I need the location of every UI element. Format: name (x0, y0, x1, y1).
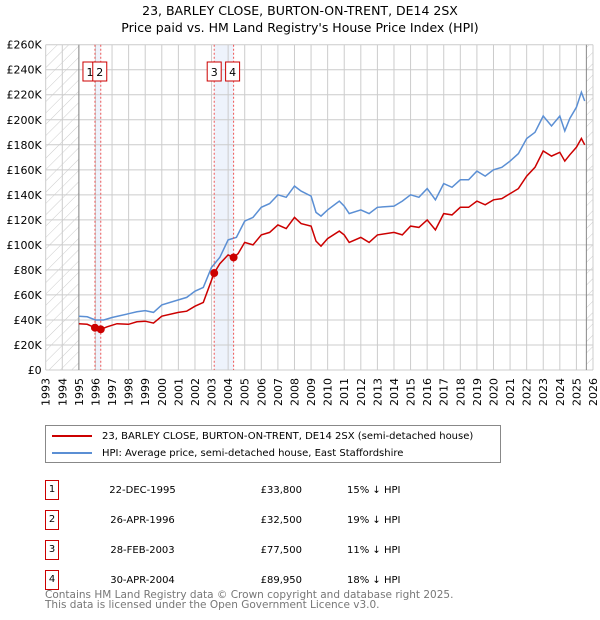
x-tick-label: 2017 (438, 378, 451, 406)
x-tick-label: 1998 (123, 378, 136, 406)
x-tick-label: 2001 (172, 378, 185, 406)
hpi-line (78, 89, 586, 321)
hatch-after-data (586, 44, 593, 370)
legend: 23, BARLEY CLOSE, BURTON-ON-TRENT, DE14 … (45, 425, 501, 463)
y-tick-label: £120K (6, 214, 42, 227)
sale-span-1-2 (94, 44, 101, 370)
sale-number: 2 (45, 510, 59, 530)
sale-span-3-4 (214, 44, 234, 370)
y-tick-label: £160K (6, 164, 42, 177)
legend-label-property: 23, BARLEY CLOSE, BURTON-ON-TRENT, DE14 … (102, 430, 474, 442)
sale-label-number: 2 (96, 66, 103, 79)
footer-licence: This data is licensed under the Open Gov… (45, 599, 380, 611)
x-tick-label: 2026 (587, 378, 600, 406)
sale-price: £32,500 (260, 514, 302, 526)
x-tick-label: 1996 (89, 378, 102, 406)
sale-row: 2 26-APR-1996 £32,500 19% ↓ HPI (45, 505, 400, 535)
y-tick-label: £0 (28, 364, 42, 377)
sale-hpi-diff: 19% ↓ HPI (347, 514, 401, 526)
sale-label-number: 3 (211, 66, 218, 79)
sales-table: 1 22-DEC-1995 £33,800 15% ↓ HPI 2 26-APR-… (45, 475, 400, 595)
footer: Contains HM Land Registry data © Crown c… (45, 589, 454, 611)
x-tick-label: 2010 (322, 378, 335, 406)
x-tick-label: 2003 (206, 378, 219, 406)
sale-hpi-diff: 18% ↓ HPI (347, 574, 401, 586)
sale-row: 1 22-DEC-1995 £33,800 15% ↓ HPI (45, 475, 400, 505)
property-price-line (78, 136, 586, 331)
sale-hpi-diff: 15% ↓ HPI (347, 484, 401, 496)
x-tick-label: 2007 (272, 378, 285, 406)
y-tick-label: £100K (6, 239, 42, 252)
x-tick-label: 2022 (521, 378, 534, 406)
x-tick-label: 2025 (570, 378, 583, 406)
y-tick-label: £80K (13, 264, 42, 277)
blue-line-swatch (52, 452, 92, 454)
sale-label-box (206, 61, 222, 82)
x-tick-label: 1993 (40, 378, 53, 406)
y-tick-label: £60K (13, 289, 42, 302)
price-chart: 1 2 3 4 1993 1994 1995 1996 1997 1998 1999 2000 2001… (6, 39, 600, 406)
sale-label-box (92, 61, 108, 82)
sale-point (229, 253, 238, 262)
x-tick-label: 2024 (554, 378, 567, 406)
x-tick-label: 2009 (305, 378, 318, 406)
y-tick-label: £20K (13, 339, 42, 352)
sale-number: 3 (45, 540, 59, 560)
sale-row: 3 28-FEB-2003 £77,500 11% ↓ HPI (45, 535, 400, 565)
x-tick-label: 1995 (73, 378, 86, 406)
x-tick-label: 1994 (56, 378, 69, 406)
sale-row: 4 30-APR-2004 £89,950 18% ↓ HPI (45, 565, 400, 595)
x-tick-label: 2015 (405, 378, 418, 406)
sale-number: 4 (45, 570, 59, 590)
x-tick-label: 2019 (471, 378, 484, 406)
x-tick-label: 2012 (355, 378, 368, 406)
x-tick-label: 1997 (106, 378, 119, 406)
sale-price: £77,500 (260, 544, 302, 556)
x-tick-label: 2011 (338, 378, 351, 406)
legend-item-property: 23, BARLEY CLOSE, BURTON-ON-TRENT, DE14 … (52, 428, 473, 444)
x-tick-label: 2023 (537, 378, 550, 406)
sale-date: 28-FEB-2003 (110, 544, 175, 556)
sale-hpi-diff: 11% ↓ HPI (347, 544, 401, 556)
footer-copyright: Contains HM Land Registry data © Crown c… (45, 589, 454, 601)
sale-number: 1 (45, 480, 59, 500)
chart-title: 23, BARLEY CLOSE, BURTON-ON-TRENT, DE14 … (0, 2, 600, 36)
y-tick-label: £260K (6, 39, 42, 52)
x-tick-label: 2004 (222, 378, 235, 406)
title-line-2: Price paid vs. HM Land Registry's House … (121, 20, 479, 35)
sale-date: 22-DEC-1995 (109, 484, 176, 496)
y-tick-label: £180K (6, 139, 42, 152)
x-tick-label: 2008 (288, 378, 301, 406)
title-line-1: 23, BARLEY CLOSE, BURTON-ON-TRENT, DE14 … (142, 3, 458, 18)
y-tick-label: £40K (13, 314, 42, 327)
sale-label-box (225, 61, 241, 82)
x-tick-label: 2005 (239, 378, 252, 406)
sale-date: 26-APR-1996 (110, 514, 175, 526)
legend-item-hpi: HPI: Average price, semi-detached house,… (52, 445, 403, 461)
sale-date: 30-APR-2004 (110, 574, 175, 586)
x-tick-label: 2013 (371, 378, 384, 406)
sale-price: £33,800 (260, 484, 302, 496)
x-tick-label: 2006 (255, 378, 268, 406)
sale-point (96, 325, 105, 334)
y-tick-label: £200K (6, 114, 42, 127)
x-tick-label: 2020 (487, 378, 500, 406)
sale-label-number: 4 (229, 66, 236, 79)
x-tick-label: 2002 (189, 378, 202, 406)
x-tick-label: 2018 (454, 378, 467, 406)
sale-label-number: 1 (86, 66, 93, 79)
sale-price: £89,950 (260, 574, 302, 586)
y-tick-label: £220K (6, 89, 42, 102)
y-tick-label: £240K (6, 64, 42, 77)
red-line-swatch (52, 435, 92, 437)
x-tick-label: 2021 (504, 378, 517, 406)
sale-point (210, 269, 219, 278)
y-tick-label: £140K (6, 189, 42, 202)
legend-label-hpi: HPI: Average price, semi-detached house,… (102, 447, 404, 459)
x-tick-label: 1999 (139, 378, 152, 406)
x-tick-label: 2014 (388, 378, 401, 406)
x-tick-label: 2000 (156, 378, 169, 406)
x-tick-label: 2016 (421, 378, 434, 406)
